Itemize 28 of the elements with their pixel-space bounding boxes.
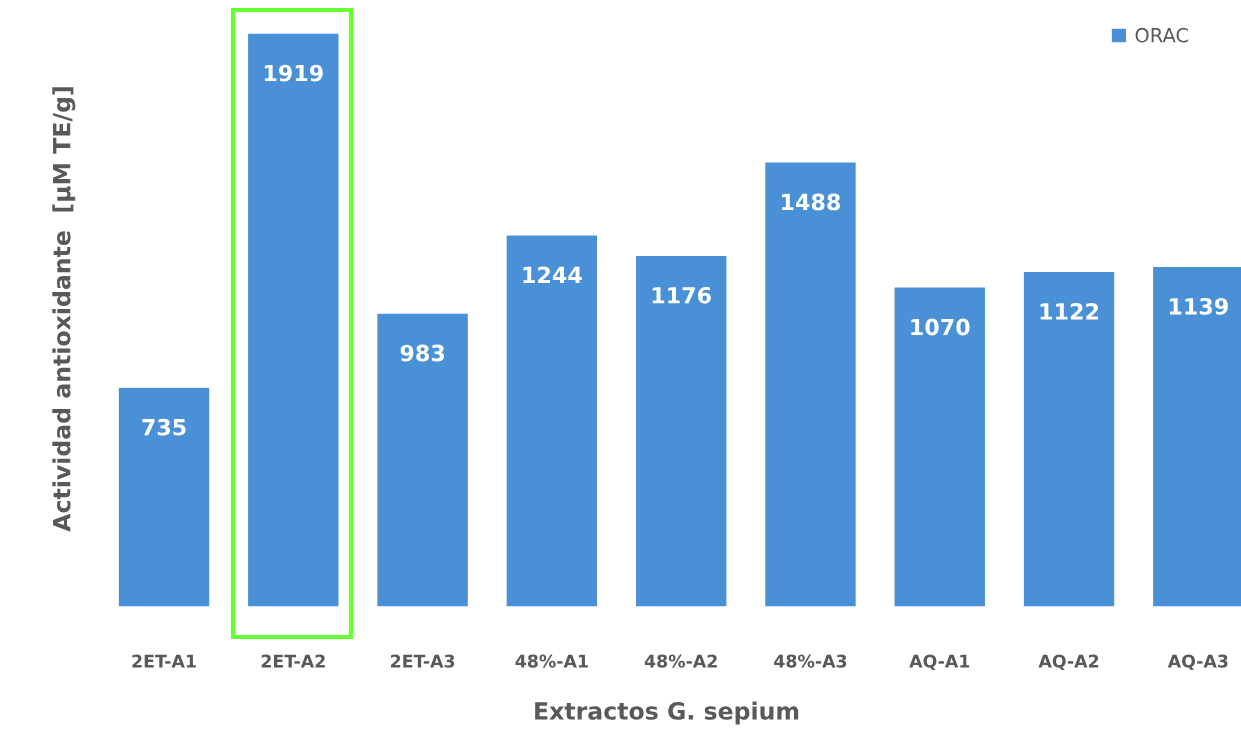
data-label: 1919 [264, 64, 323, 82]
x-tick-label: AQ-A2 [1038, 654, 1099, 670]
bar [634, 254, 728, 607]
x-tick-label: 2ET-A1 [132, 654, 196, 668]
x-tick-label: AQ-A1 [909, 654, 970, 670]
x-tick-label: 2ET-A2 [261, 654, 325, 668]
data-label: 983 [400, 344, 445, 362]
bar [893, 286, 987, 607]
x-tick-label: AQ-A3 [1167, 654, 1228, 670]
bar [1022, 270, 1116, 607]
x-tick-label: 48%-A3 [774, 654, 847, 668]
legend-label: ORAC [1135, 27, 1188, 43]
x-tick-label: 2ET-A3 [391, 654, 455, 668]
data-label: 1244 [523, 266, 582, 284]
bar [117, 386, 211, 607]
y-axis-title: Actividad antioxidante [µM TE/g] [52, 87, 76, 532]
data-label: 1122 [1040, 303, 1099, 320]
x-tick-label: 48%-A2 [644, 654, 717, 668]
bar [505, 234, 599, 607]
data-label: 1176 [652, 286, 711, 304]
bar [763, 161, 858, 607]
data-label: 1139 [1169, 297, 1228, 315]
x-tick-label: 48%-A1 [515, 654, 588, 668]
bar [376, 312, 470, 607]
data-label: 1488 [782, 193, 841, 211]
data-label: 1070 [911, 318, 970, 336]
data-label: 735 [142, 418, 186, 436]
x-axis-title: Extractos G. sepium [535, 701, 799, 725]
